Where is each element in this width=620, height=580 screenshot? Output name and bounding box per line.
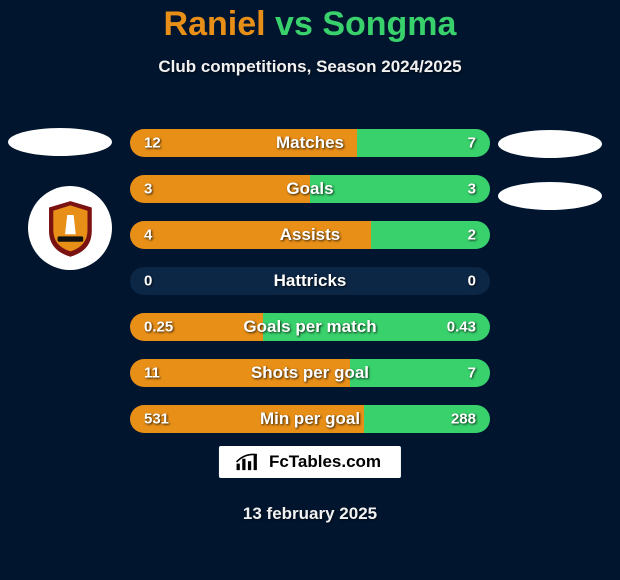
player2-name: Songma — [322, 5, 456, 43]
stat-value-left: 531 — [144, 411, 169, 428]
stat-value-left: 3 — [144, 181, 152, 198]
player1-club-crest — [28, 186, 112, 270]
comparison-title: Raniel vs Songma — [0, 6, 620, 43]
stat-label: Matches — [276, 133, 344, 153]
stat-label: Hattricks — [274, 271, 347, 291]
subtitle: Club competitions, Season 2024/2025 — [0, 57, 620, 77]
stat-row: Hattricks 0 0 — [130, 267, 490, 295]
stat-value-right: 0 — [468, 273, 476, 290]
stat-value-left: 0 — [144, 273, 152, 290]
stat-value-left: 4 — [144, 227, 152, 244]
stats-panel: Matches 12 7 Goals 3 3 Assists 4 2 Hattricks 0 0 Goa… — [130, 129, 490, 451]
stat-value-left: 11 — [144, 365, 160, 382]
stat-label: Goals — [286, 179, 333, 199]
stat-fill-right — [310, 175, 490, 203]
bar-chart-icon — [235, 452, 261, 472]
player1-avatar-placeholder — [8, 128, 112, 156]
stat-label: Min per goal — [260, 409, 360, 429]
brand-name: FcTables.com — [269, 452, 381, 472]
stat-row: Min per goal 531 288 — [130, 405, 490, 433]
brand-badge: FcTables.com — [219, 446, 401, 478]
stat-value-right: 7 — [468, 135, 476, 152]
stat-value-right: 0.43 — [447, 319, 476, 336]
player2-avatar-placeholder — [498, 130, 602, 158]
stat-label: Goals per match — [243, 317, 376, 337]
stat-row: Shots per goal 11 7 — [130, 359, 490, 387]
player1-name: Raniel — [164, 5, 266, 43]
stat-fill-left — [130, 175, 310, 203]
stat-value-right: 288 — [451, 411, 476, 428]
player2-club-placeholder — [498, 182, 602, 210]
stat-value-left: 0.25 — [144, 319, 173, 336]
stat-value-left: 12 — [144, 135, 161, 152]
stat-row: Assists 4 2 — [130, 221, 490, 249]
stat-row: Goals 3 3 — [130, 175, 490, 203]
stat-row: Goals per match 0.25 0.43 — [130, 313, 490, 341]
generation-date: 13 february 2025 — [243, 504, 377, 524]
stat-row: Matches 12 7 — [130, 129, 490, 157]
stat-value-right: 7 — [468, 365, 476, 382]
stat-label: Assists — [280, 225, 340, 245]
title-vs: vs — [275, 5, 313, 43]
stat-value-right: 3 — [468, 181, 476, 198]
stat-value-right: 2 — [468, 227, 476, 244]
stat-label: Shots per goal — [251, 363, 369, 383]
shield-icon — [41, 199, 100, 258]
